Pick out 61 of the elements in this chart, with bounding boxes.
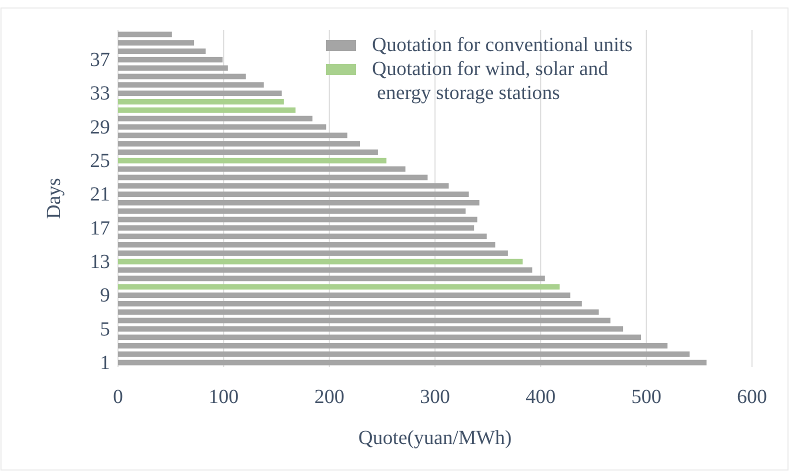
x-tick-label: 300: [420, 386, 450, 408]
y-tick-label: 1: [100, 352, 110, 374]
x-axis-title: Quote(yuan/MWh): [358, 427, 512, 449]
bar: [118, 234, 487, 240]
y-tick-label: 5: [100, 318, 110, 340]
y-tick-label: 33: [90, 82, 110, 105]
bar: [118, 216, 478, 222]
bar: [118, 360, 707, 366]
bar: [118, 309, 599, 315]
bar: [118, 166, 406, 172]
bar: [118, 242, 496, 248]
bar: [118, 276, 545, 282]
legend-label: Quotation for wind, solar and energy storage stations: [372, 58, 608, 104]
bar: [118, 56, 223, 62]
y-tick-label: 37: [90, 49, 110, 72]
bar: [118, 208, 466, 214]
bar: [118, 326, 624, 332]
y-tick-label: 29: [90, 116, 110, 138]
bar: [118, 183, 449, 189]
bar: [118, 300, 582, 306]
y-tick-label: 17: [90, 217, 110, 240]
bar: [118, 250, 508, 256]
x-tick-label: 500: [631, 386, 662, 408]
bar: [118, 200, 480, 206]
x-tick-label: 400: [526, 386, 556, 408]
bar: [118, 174, 428, 180]
legend-label: Quotation for conventional units: [372, 34, 633, 56]
y-axis-title: Days: [43, 178, 65, 220]
bar: [118, 48, 206, 54]
bar: [118, 107, 296, 113]
bar: [118, 90, 282, 96]
bar: [118, 318, 610, 324]
bar: [118, 258, 523, 264]
bar: [118, 65, 228, 71]
y-tick-label: 21: [90, 184, 110, 206]
bar: [118, 74, 246, 80]
bar: [118, 351, 690, 357]
bar: [118, 284, 560, 290]
bar: [118, 192, 469, 198]
bar: [118, 40, 194, 46]
y-tick-label: 13: [90, 251, 110, 274]
x-tick-label: 100: [208, 386, 239, 408]
bar: [118, 32, 172, 38]
bar: [118, 158, 386, 164]
x-tick-label: 200: [314, 386, 344, 408]
bar: [118, 116, 312, 122]
bar: [118, 292, 570, 298]
x-tick-label: 600: [737, 386, 767, 408]
bar: [118, 141, 360, 147]
y-tick-label: 9: [100, 284, 110, 307]
bar: [118, 334, 642, 340]
bar: [118, 124, 326, 130]
bar: [118, 343, 668, 348]
bar: [118, 267, 532, 273]
bar: [118, 99, 284, 104]
bar: [118, 149, 378, 155]
bar: [118, 132, 348, 138]
bar: [118, 82, 264, 88]
x-tick-label: 0: [113, 386, 123, 408]
bar: [118, 225, 474, 231]
y-tick-label: 25: [90, 150, 110, 172]
